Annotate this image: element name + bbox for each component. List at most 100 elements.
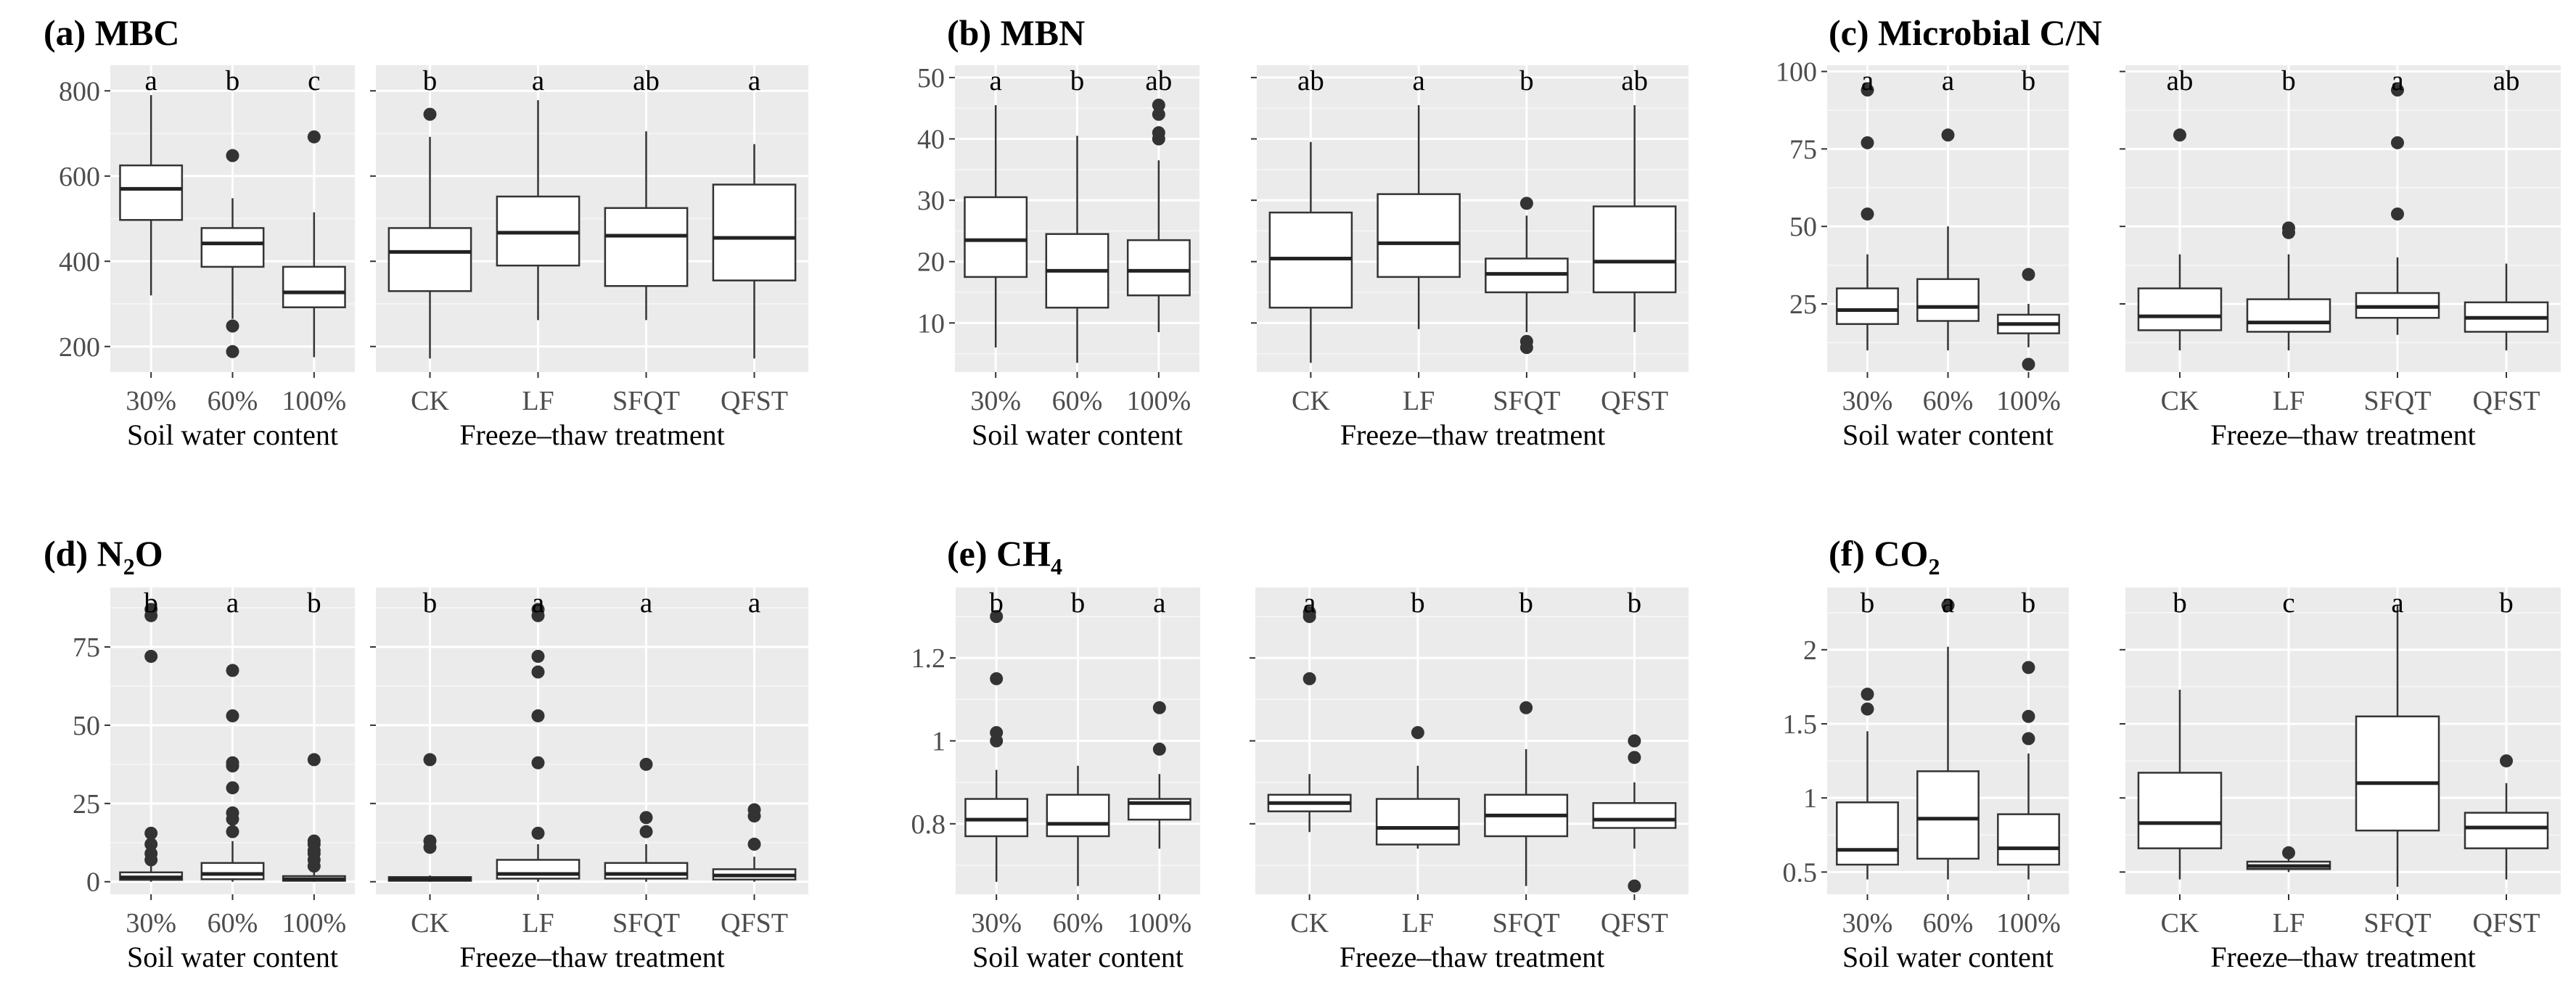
x-axis-title: Soil water content (127, 941, 338, 973)
box-ck: b CK (2137, 587, 2223, 939)
box-iqr (387, 227, 472, 292)
box-iqr (282, 265, 346, 308)
x-tick-label: QFST (1601, 908, 1668, 939)
box-60pct: b 60% (200, 65, 265, 416)
box-30pct: a 30% (964, 65, 1028, 416)
significance-letter: ab (1297, 65, 1324, 96)
x-tick-label: 100% (1996, 908, 2061, 939)
box-100pct: c 100% (282, 65, 347, 416)
x-axis-title: Soil water content (972, 941, 1184, 973)
x-tick-label: 30% (971, 908, 1022, 939)
facet-soil-water: a 30% b 60% ab 100%Soil water content (955, 65, 1199, 451)
y-tick-label: 75 (73, 632, 100, 663)
box-iqr (1836, 287, 1899, 326)
box-iqr (1916, 770, 1980, 860)
outlier-point (226, 806, 239, 820)
box-iqr (964, 196, 1028, 279)
significance-letter: a (1412, 65, 1424, 96)
outlier-point (2022, 661, 2035, 675)
x-tick-label: SFQT (2364, 386, 2432, 416)
x-tick-label: CK (1290, 908, 1329, 939)
significance-letter: ab (633, 65, 660, 96)
x-tick-label: 30% (970, 386, 1021, 416)
outlier-point (2022, 709, 2035, 723)
x-tick-label: SFQT (1493, 386, 1560, 416)
box-qfst: ab QFST (2464, 65, 2549, 416)
facet-soil-water: a 30% b 60% c 100%Soil water content (110, 65, 355, 451)
significance-letter: a (640, 587, 652, 619)
y-tick-label: 100 (1776, 57, 1817, 88)
outlier-point (2500, 754, 2513, 768)
y-tick-label: 0.5 (1783, 857, 1818, 888)
x-axis-title: Soil water content (1842, 941, 2054, 973)
box-lf: a LF (496, 587, 581, 939)
outlier-point (531, 756, 545, 770)
significance-letter: a (1942, 65, 1954, 96)
outlier-point (531, 709, 545, 722)
y-tick-label: 600 (59, 162, 100, 192)
x-tick-label: 100% (1996, 386, 2061, 416)
box-sfqt: b SFQT (1484, 587, 1569, 939)
box-iqr (604, 207, 689, 287)
significance-letter: b (1070, 65, 1085, 96)
outlier-point (1519, 701, 1533, 714)
title-subscript: 2 (123, 553, 135, 579)
significance-letter: ab (2493, 65, 2520, 96)
outlier-point (990, 610, 1004, 624)
outlier-point (1152, 701, 1166, 714)
significance-letter: a (990, 65, 1002, 96)
box-sfqt: a SFQT (2355, 587, 2440, 939)
outlier-point (2022, 358, 2035, 371)
outlier-point (2022, 732, 2035, 746)
outlier-point (2282, 846, 2295, 859)
y-tick-label: 40 (917, 125, 945, 155)
significance-letter: a (748, 65, 760, 96)
x-tick-label: SFQT (612, 386, 680, 416)
outlier-point (2173, 128, 2186, 142)
panel-a: (a) MBC 200 400 600 800 a 30% b 60% c 100%Soil wat… (44, 12, 808, 451)
y-tick-label: 50 (1789, 212, 1817, 242)
significance-letter: a (226, 587, 239, 619)
box-ck: b CK (387, 65, 472, 416)
outlier-point (1628, 734, 1641, 748)
x-tick-label: CK (2161, 386, 2199, 416)
x-tick-label: SFQT (1493, 908, 1560, 939)
significance-letter: a (748, 587, 760, 619)
box-iqr (2137, 287, 2223, 331)
outlier-point (1152, 742, 1166, 756)
x-axis-title: Freeze–thaw treatment (2210, 941, 2475, 973)
y-tick-label: 1 (1803, 783, 1817, 814)
x-tick-label: CK (411, 908, 449, 939)
y-tick-label: 800 (59, 76, 100, 107)
box-60pct: a 60% (1916, 587, 1980, 939)
x-tick-label: 60% (1923, 386, 1974, 416)
box-sfqt: ab SFQT (604, 65, 689, 416)
title-text: (f) CO (1829, 533, 1928, 574)
box-iqr (2246, 298, 2331, 333)
outlier-point (423, 834, 437, 848)
significance-letter: ab (1621, 65, 1648, 96)
y-tick-label: 0.8 (911, 809, 946, 840)
significance-letter: b (1519, 65, 1534, 96)
x-tick-label: SFQT (612, 908, 680, 939)
box-iqr (2137, 772, 2223, 849)
y-tick-label: 1.5 (1783, 709, 1818, 740)
x-axis-title: Freeze–thaw treatment (459, 941, 724, 973)
box-60pct: b 60% (1045, 65, 1109, 416)
significance-letter: b (226, 65, 240, 96)
outlier-point (1303, 606, 1316, 619)
outlier-point (1628, 751, 1641, 764)
box-ck: ab CK (2137, 65, 2223, 416)
box-iqr (200, 862, 265, 880)
box-30pct: a 30% (119, 65, 184, 416)
title-suffix: O (135, 533, 163, 574)
outlier-point (531, 649, 545, 663)
box-iqr (119, 164, 184, 221)
outlier-point (144, 846, 158, 860)
box-sfqt: a SFQT (2355, 65, 2440, 416)
title-text: (a) MBC (44, 12, 179, 53)
outlier-point (2391, 83, 2404, 97)
